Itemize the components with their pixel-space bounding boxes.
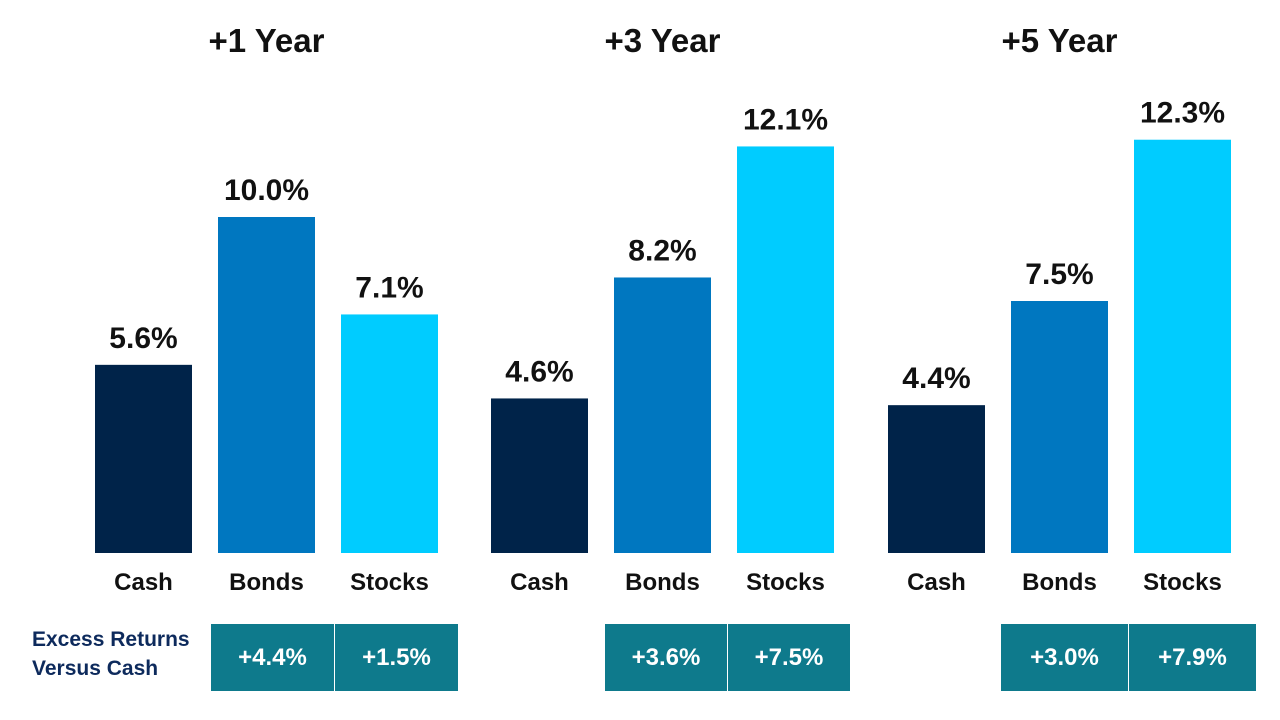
value-label-1-year-stocks: 7.1%: [355, 271, 423, 304]
excess-return-1yr-bonds: +4.4%: [211, 624, 334, 691]
value-label-3-year-bonds: 8.2%: [628, 234, 696, 267]
category-label-1-year-stocks: Stocks: [350, 569, 429, 596]
value-label-1-year-bonds: 10.0%: [224, 174, 309, 207]
value-label-3-year-cash: 4.6%: [505, 355, 573, 388]
bar-1-year-stocks: [341, 314, 438, 553]
category-label-1-year-cash: Cash: [114, 569, 173, 596]
category-label-1-year-bonds: Bonds: [229, 569, 304, 596]
group-title-1-year: +1 Year: [209, 22, 325, 59]
value-label-1-year-cash: 5.6%: [109, 322, 177, 355]
bar-5-year-cash: [888, 405, 985, 553]
category-label-3-year-bonds: Bonds: [625, 569, 700, 596]
excess-return-1yr-stocks: +1.5%: [334, 624, 458, 691]
bar-5-year-bonds: [1011, 301, 1108, 553]
bar-1-year-cash: [95, 364, 192, 553]
excess-returns-label-line1: Excess Returns: [32, 628, 190, 651]
excess-returns-label: Excess Returns Versus Cash: [32, 625, 190, 683]
value-label-5-year-bonds: 7.5%: [1025, 258, 1093, 291]
excess-return-5yr-stocks: +7.9%: [1128, 624, 1256, 691]
bar-1-year-bonds: [218, 217, 315, 553]
bar-5-year-stocks: [1134, 139, 1231, 553]
bar-3-year-bonds: [614, 277, 711, 553]
category-label-3-year-cash: Cash: [510, 569, 569, 596]
excess-returns-label-line2: Versus Cash: [32, 657, 159, 680]
excess-return-3yr-stocks: +7.5%: [727, 624, 850, 691]
bar-3-year-stocks: [737, 146, 834, 553]
category-label-5-year-bonds: Bonds: [1022, 569, 1097, 596]
category-label-5-year-stocks: Stocks: [1143, 569, 1222, 596]
value-label-5-year-cash: 4.4%: [902, 362, 970, 395]
value-label-3-year-stocks: 12.1%: [743, 103, 828, 136]
excess-return-5yr-bonds: +3.0%: [1000, 624, 1128, 691]
category-label-3-year-stocks: Stocks: [746, 569, 825, 596]
group-title-3-year: +3 Year: [605, 22, 721, 59]
category-label-5-year-cash: Cash: [907, 569, 966, 596]
group-title-5-year: +5 Year: [1002, 22, 1118, 59]
bar-3-year-cash: [491, 398, 588, 553]
value-label-5-year-stocks: 12.3%: [1140, 97, 1225, 130]
excess-return-3yr-bonds: +3.6%: [604, 624, 727, 691]
